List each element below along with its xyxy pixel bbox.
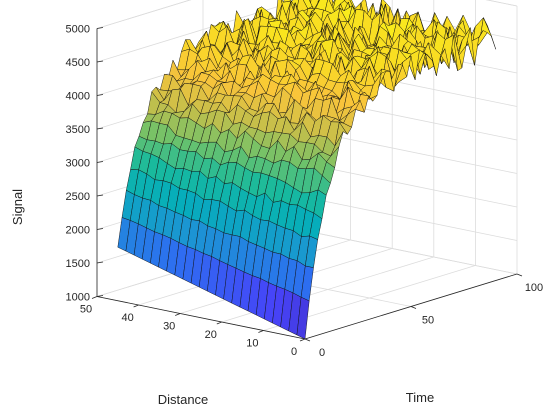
z-tick-label: 4500 (66, 57, 90, 69)
y-tick-label: 40 (121, 312, 133, 324)
z-tick-label: 2000 (66, 225, 90, 237)
y-tick-label: 10 (246, 338, 258, 350)
z-tick-mark (96, 261, 104, 264)
x-axis-label: Time (406, 390, 434, 405)
z-tick-label: 3500 (66, 124, 90, 136)
labels-layer: Time Distance Signal (10, 189, 434, 407)
y-tick-mark (175, 313, 181, 316)
x-tick-label: 50 (422, 315, 434, 327)
y-tick-label: 50 (80, 304, 92, 316)
z-tick-label: 1500 (66, 258, 90, 270)
z-tick-mark (96, 60, 104, 63)
y-tick-mark (299, 338, 306, 342)
z-tick-label: 4000 (66, 91, 90, 103)
z-tick-mark (96, 27, 104, 29)
z-tick-mark (96, 127, 104, 130)
z-tick-mark (96, 228, 104, 230)
y-tick-label: 0 (291, 346, 297, 358)
y-tick-mark (258, 330, 264, 333)
y-grid-line (263, 0, 476, 331)
z-tick-label: 2500 (66, 191, 90, 203)
surface-facet (296, 296, 310, 340)
x-tick-label: 0 (319, 347, 325, 359)
z-tick-label: 5000 (66, 24, 90, 36)
surface-plot (117, 0, 497, 340)
z-tick-mark (96, 94, 104, 96)
z-tick-mark (96, 161, 104, 163)
y-tick-mark (133, 304, 139, 308)
y-tick-mark (91, 296, 98, 299)
y-tick-label: 20 (205, 329, 217, 341)
z-tick-mark (96, 194, 104, 197)
x-tick-label: 100 (525, 282, 543, 294)
y-tick-label: 30 (163, 321, 175, 333)
box-top-edge (96, 0, 518, 29)
z-axis-label: Signal (10, 189, 25, 225)
x-tick-mark (410, 306, 417, 309)
y-axis-line (96, 296, 306, 340)
y-axis-label: Distance (158, 392, 209, 407)
axes-layer: 1000150020002500300035004000450050000102… (66, 24, 544, 360)
z-tick-label: 1000 (66, 292, 90, 304)
x-tick-mark (516, 273, 523, 277)
x-tick-mark (304, 338, 311, 342)
z-tick-label: 3000 (66, 158, 90, 170)
y-tick-mark (216, 321, 222, 325)
